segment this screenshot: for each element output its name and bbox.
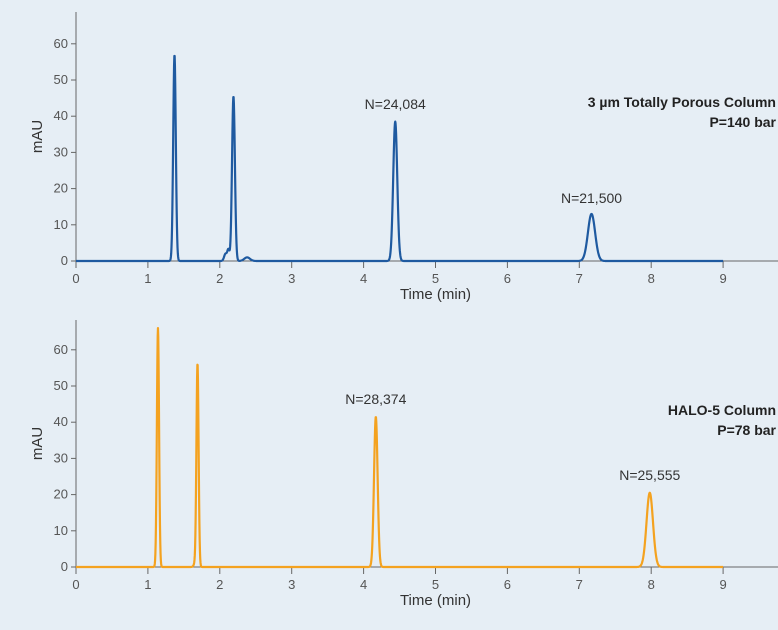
x-tick-label: 8 [648,271,655,286]
x-tick-label: 2 [216,271,223,286]
x-tick-label: 1 [144,577,151,592]
x-tick-label: 4 [360,577,367,592]
y-tick-label: 10 [54,217,68,232]
x-tick-label: 1 [144,271,151,286]
y-tick-label: 60 [54,342,68,357]
column-label-line: 3 µm Totally Porous Column [588,94,776,110]
y-axis-title: mAU [29,427,46,460]
chromatogram-panel-1: 0 10 20 30 40 50 60 0 1 2 3 4 5 6 7 8 9 Time (min) mAU N=24… [29,12,778,303]
column-label-line: P=140 bar [709,114,776,130]
column-label-line: HALO-5 Column [668,402,776,418]
x-tick-label: 9 [719,271,726,286]
plate-count-label: N=24,084 [365,96,426,112]
x-axis-title: Time (min) [400,286,471,303]
column-label-line: P=78 bar [717,422,776,438]
plate-count-label: N=25,555 [619,467,680,483]
plate-count-label: N=28,374 [345,391,406,407]
x-tick-label: 0 [72,577,79,592]
x-tick-label: 9 [719,577,726,592]
x-tick-label: 3 [288,271,295,286]
y-tick-label: 50 [54,378,68,393]
x-tick-label: 7 [576,271,583,286]
y-axis-title: mAU [29,120,46,153]
chromatogram-trace-1 [75,54,724,263]
x-tick-label: 3 [288,577,295,592]
y-tick-label: 30 [54,450,68,465]
y-tick-label: 0 [61,559,68,574]
x-tick-label: 2 [216,577,223,592]
chromatogram-panel-2: 0 10 20 30 40 50 60 0 1 2 3 4 5 6 7 8 9 Time (min) mAU N=28… [29,320,778,609]
y-tick-label: 0 [61,253,68,268]
x-tick-label: 7 [576,577,583,592]
x-tick-label: 0 [72,271,79,286]
x-tick-label: 4 [360,271,367,286]
x-tick-label: 5 [432,271,439,286]
y-tick-label: 50 [54,72,68,87]
y-tick-label: 40 [54,414,68,429]
chromatogram-trace-2 [75,326,724,569]
y-tick-label: 20 [54,181,68,196]
y-tick-label: 30 [54,144,68,159]
x-tick-label: 5 [432,577,439,592]
y-tick-label: 10 [54,523,68,538]
x-tick-label: 6 [504,577,511,592]
x-axis-title: Time (min) [400,592,471,609]
y-tick-label: 40 [54,108,68,123]
y-tick-label: 60 [54,36,68,51]
x-tick-label: 6 [504,271,511,286]
x-tick-label: 8 [648,577,655,592]
y-tick-label: 20 [54,487,68,502]
plate-count-label: N=21,500 [561,190,622,206]
